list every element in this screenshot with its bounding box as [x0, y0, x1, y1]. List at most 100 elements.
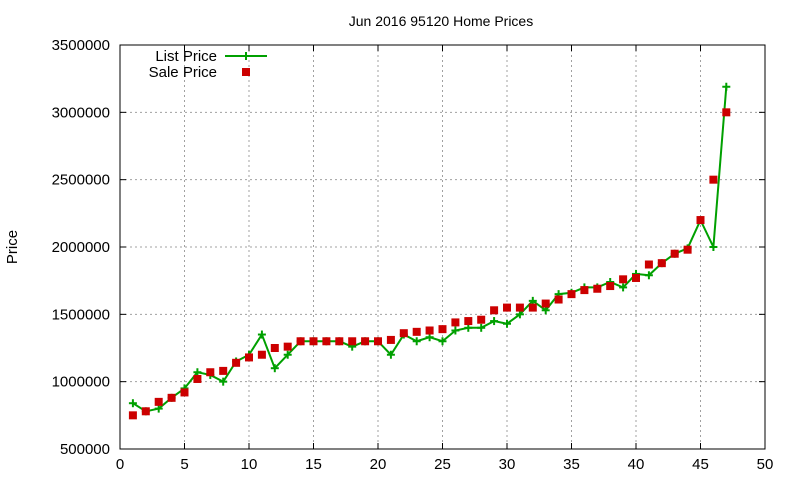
series-layer: [128, 82, 731, 420]
x-tick-label: 30: [499, 456, 516, 473]
data-point-list-price: [154, 404, 163, 413]
data-point-list-price: [425, 333, 434, 342]
chart-title: Jun 2016 95120 Home Prices: [349, 13, 533, 29]
data-point-sale-price: [128, 411, 137, 420]
y-tick-label: 2500000: [52, 172, 110, 189]
data-point-list-price: [193, 368, 202, 377]
legend-marker-list-price: [242, 52, 250, 60]
data-point-sale-price: [167, 393, 176, 402]
data-point-list-price: [503, 319, 511, 328]
data-point-sale-price: [567, 290, 576, 299]
x-tick-label: 25: [434, 456, 451, 473]
data-point-sale-price: [490, 306, 499, 315]
data-point-sale-price: [709, 175, 718, 184]
x-tick-label: 0: [116, 456, 124, 473]
data-point-sale-price: [477, 315, 486, 324]
legend-label-list-price: List Price: [155, 48, 217, 65]
series-line-list-price: [132, 86, 728, 413]
data-point-sale-price: [361, 337, 370, 346]
legend-swatch-sale-price: [242, 68, 250, 76]
data-point-sale-price: [632, 273, 640, 282]
data-point-sale-price: [335, 337, 344, 346]
data-point-sale-price: [503, 303, 511, 312]
data-point-list-price: [412, 337, 421, 346]
x-tick-label: 15: [305, 456, 322, 473]
legend: List Price Sale Price: [149, 48, 267, 81]
data-point-sale-price: [270, 344, 279, 352]
data-point-sale-price: [374, 337, 382, 346]
data-point-list-price: [283, 350, 292, 359]
x-tick-label: 50: [757, 456, 774, 473]
data-point-sale-price: [232, 358, 241, 367]
x-tick-label: 20: [370, 456, 387, 473]
tick-layer: 0 5 10 15 20 25 30 35 40 45 50 500000 1000000 1500000…: [52, 37, 774, 473]
data-point-sale-price: [283, 342, 292, 351]
data-point-list-price: [722, 82, 731, 91]
y-tick-label: 500000: [60, 441, 110, 458]
data-point-sale-price: [657, 259, 666, 268]
data-point-sale-price: [683, 245, 692, 254]
y-tick-label: 1500000: [52, 306, 110, 323]
data-point-list-price: [386, 350, 395, 359]
data-point-sale-price: [515, 303, 524, 312]
data-point-sale-price: [257, 350, 266, 359]
data-point-sale-price: [438, 325, 447, 334]
data-point-sale-price: [399, 329, 408, 338]
data-point-sale-price: [309, 337, 318, 346]
data-point-list-price: [515, 310, 524, 319]
y-tick-label: 3000000: [52, 104, 110, 121]
y-tick-label: 2000000: [52, 239, 110, 256]
data-point-sale-price: [412, 327, 421, 336]
data-point-sale-price: [386, 335, 395, 344]
data-point-sale-price: [696, 216, 705, 225]
data-point-sale-price: [580, 286, 589, 295]
data-point-sale-price: [644, 260, 653, 269]
x-tick-label: 45: [692, 456, 709, 473]
data-point-sale-price: [554, 295, 563, 304]
data-point-list-price: [438, 337, 447, 346]
data-point-list-price: [477, 323, 486, 332]
data-point-sale-price: [619, 275, 628, 284]
x-tick-label: 5: [180, 456, 188, 473]
data-point-sale-price: [606, 282, 615, 291]
data-point-list-price: [270, 364, 279, 373]
data-point-sale-price: [154, 397, 163, 406]
y-tick-label: 3500000: [52, 37, 110, 54]
data-point-list-price: [464, 323, 473, 332]
x-tick-label: 40: [628, 456, 645, 473]
y-axis-label: Price: [4, 230, 21, 264]
data-point-sale-price: [180, 388, 189, 397]
data-point-sale-price: [722, 108, 731, 117]
data-point-sale-price: [670, 249, 679, 258]
data-point-list-price: [644, 271, 653, 280]
data-point-sale-price: [141, 407, 150, 416]
data-point-sale-price: [296, 337, 305, 346]
data-point-sale-price: [206, 368, 215, 377]
data-point-sale-price: [219, 366, 228, 375]
data-point-list-price: [619, 283, 628, 292]
plot-frame: [119, 44, 766, 450]
data-point-list-price: [528, 296, 537, 305]
data-point-sale-price: [464, 317, 473, 326]
data-point-list-price: [541, 306, 550, 315]
data-point-sale-price: [528, 303, 537, 312]
data-point-sale-price: [425, 326, 434, 335]
data-point-sale-price: [451, 318, 460, 327]
data-point-sale-price: [348, 337, 357, 346]
legend-label-sale-price: Sale Price: [149, 64, 217, 81]
x-tick-label: 10: [241, 456, 258, 473]
data-point-sale-price: [245, 353, 253, 362]
data-point-list-price: [490, 317, 499, 326]
data-point-sale-price: [593, 284, 602, 293]
x-tick-label: 35: [563, 456, 580, 473]
data-point-list-price: [257, 330, 266, 339]
grid-layer: [120, 45, 765, 449]
data-point-list-price: [709, 243, 718, 251]
data-point-list-price: [219, 377, 228, 386]
data-point-list-price: [128, 399, 137, 408]
data-point-sale-price: [322, 337, 331, 346]
data-point-sale-price: [193, 374, 202, 383]
data-point-sale-price: [541, 299, 550, 308]
